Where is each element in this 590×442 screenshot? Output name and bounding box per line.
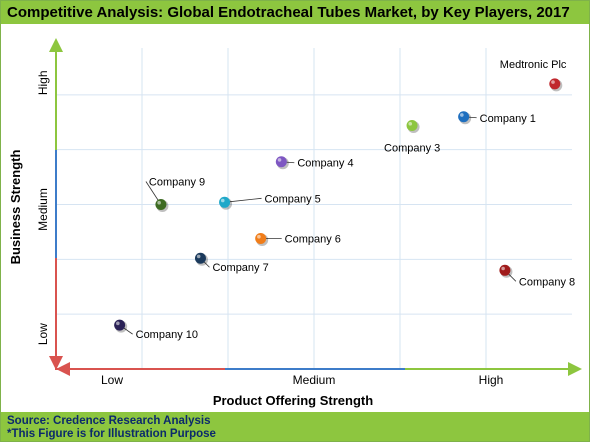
point-highlight bbox=[157, 200, 161, 205]
point-marker bbox=[194, 252, 206, 264]
point-marker bbox=[219, 196, 231, 208]
point-label: Medtronic Plc bbox=[500, 59, 567, 71]
point-highlight bbox=[277, 158, 282, 162]
data-point: Medtronic Plc bbox=[500, 59, 567, 92]
point-marker bbox=[275, 156, 287, 168]
point-label: Company 7 bbox=[212, 262, 268, 274]
data-point: Company 8 bbox=[499, 264, 575, 288]
point-label: Company 10 bbox=[136, 329, 198, 341]
point-highlight bbox=[501, 266, 505, 271]
point-label: Company 6 bbox=[285, 233, 341, 245]
point-marker bbox=[458, 111, 470, 123]
footer: Source: Credence Research Analysis *This… bbox=[1, 412, 589, 441]
data-point: Company 1 bbox=[458, 111, 536, 125]
x-axis-label: Product Offering Strength bbox=[213, 393, 373, 408]
axes bbox=[49, 38, 582, 376]
point-marker bbox=[499, 264, 511, 276]
point-label: Company 9 bbox=[149, 177, 205, 189]
point-label: Company 1 bbox=[480, 113, 536, 125]
data-point: Company 7 bbox=[194, 252, 269, 274]
x-tick-label: Low bbox=[101, 373, 123, 387]
point-highlight bbox=[408, 121, 413, 126]
data-point: Company 5 bbox=[219, 193, 321, 210]
y-tick-label: High bbox=[36, 70, 50, 95]
point-label: Company 8 bbox=[519, 276, 575, 288]
point-marker bbox=[255, 232, 267, 244]
point-label: Company 3 bbox=[384, 143, 440, 155]
tick-labels: Low Medium High Low Medium High bbox=[36, 70, 503, 387]
title-bar: Competitive Analysis: Global Endotrachea… bbox=[1, 1, 589, 24]
point-marker bbox=[114, 319, 126, 331]
point-highlight bbox=[257, 234, 261, 239]
data-point: Company 4 bbox=[275, 156, 354, 170]
point-highlight bbox=[116, 321, 120, 326]
leader-line bbox=[224, 197, 262, 203]
x-axis-arrow-icon bbox=[568, 362, 582, 376]
point-marker bbox=[549, 78, 561, 90]
y-axis-label: Business Strength bbox=[8, 150, 23, 265]
y-axis-arrow-icon bbox=[49, 38, 63, 52]
point-highlight bbox=[220, 198, 225, 203]
point-highlight bbox=[460, 113, 464, 117]
data-point: Company 10 bbox=[114, 319, 198, 341]
data-point: Company 9 bbox=[145, 177, 205, 212]
point-label: Company 5 bbox=[265, 193, 321, 205]
y-axis-arrow-down-icon bbox=[49, 356, 63, 370]
data-point: Company 6 bbox=[255, 232, 341, 246]
x-axis-arrow-left-icon bbox=[56, 362, 70, 376]
y-tick-label: Medium bbox=[36, 188, 50, 231]
y-tick-label: Low bbox=[36, 323, 50, 345]
grid bbox=[56, 48, 572, 369]
point-marker bbox=[155, 199, 167, 210]
source-text: Source: Credence Research Analysis bbox=[7, 415, 211, 427]
x-tick-label: High bbox=[479, 373, 504, 387]
data-points: Medtronic Plc Company 1 Company 3 Company 4… bbox=[114, 59, 575, 341]
point-label: Company 4 bbox=[297, 158, 353, 170]
chart-title: Competitive Analysis: Global Endotrachea… bbox=[7, 4, 570, 21]
point-marker bbox=[406, 120, 418, 132]
x-tick-label: Medium bbox=[293, 373, 336, 387]
point-highlight bbox=[196, 254, 201, 259]
illustration-note: *This Figure is for Illustration Purpose bbox=[7, 428, 216, 440]
point-highlight bbox=[551, 80, 555, 84]
data-point: Company 3 bbox=[384, 120, 440, 155]
